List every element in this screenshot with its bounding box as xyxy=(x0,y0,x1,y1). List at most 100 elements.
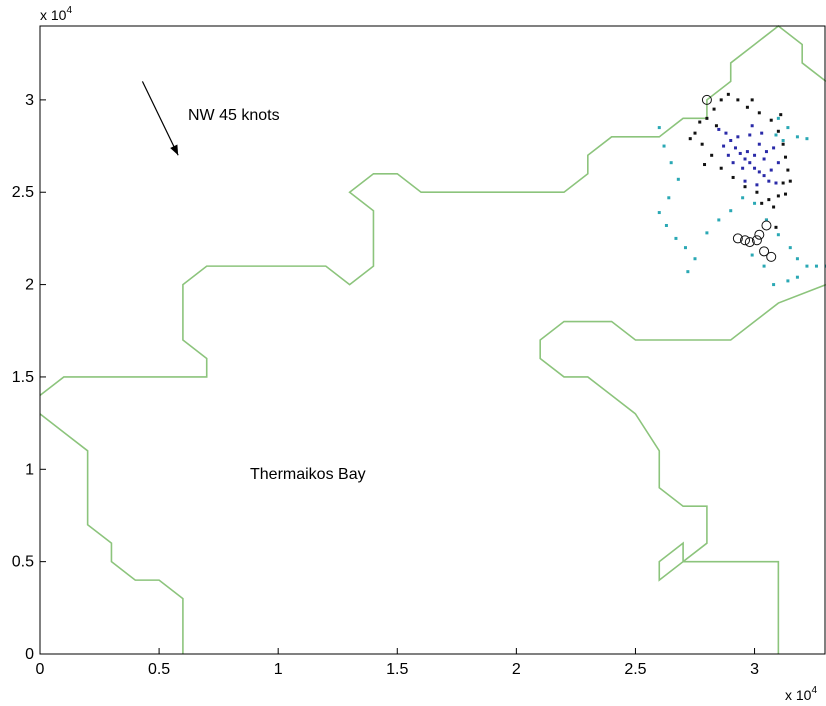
wind-arrow-layer xyxy=(141,81,179,156)
point-s1-6 xyxy=(748,161,752,165)
point-s3-13 xyxy=(717,218,721,222)
point-s2-4 xyxy=(726,92,730,96)
coastline-3 xyxy=(539,283,826,654)
coastline-2 xyxy=(39,413,184,654)
point-s2-13 xyxy=(781,181,785,185)
point-s3-26 xyxy=(772,283,776,287)
point-s1-13 xyxy=(753,153,757,157)
point-s1-27 xyxy=(776,161,780,165)
point-s1-15 xyxy=(726,153,730,157)
point-s1-8 xyxy=(757,170,761,174)
bay-annotation: Thermaikos Bay xyxy=(250,466,366,483)
point-s2-20 xyxy=(710,153,714,157)
point-s3-11 xyxy=(686,270,690,274)
point-s3-27 xyxy=(762,264,766,268)
point-s3-18 xyxy=(776,233,780,237)
point-s3-17 xyxy=(764,218,768,222)
point-s4-9 xyxy=(766,251,777,262)
x-tick-label-2: 1 xyxy=(274,661,283,678)
points-layer xyxy=(657,92,826,287)
point-s1-4 xyxy=(738,151,742,155)
point-s2-23 xyxy=(698,120,702,124)
point-s2-5 xyxy=(736,98,740,102)
point-s3-7 xyxy=(664,223,668,227)
point-s1-16 xyxy=(762,157,766,161)
point-s2-30 xyxy=(750,98,754,102)
x-tick-label-1: 0.5 xyxy=(148,661,170,678)
point-s2-26 xyxy=(772,205,776,209)
y-tick-label-2: 1 xyxy=(25,461,34,478)
point-s2-22 xyxy=(693,131,697,135)
coastline-1 xyxy=(39,24,826,397)
point-s3-10 xyxy=(693,257,697,261)
point-s1-22 xyxy=(764,150,768,154)
point-s1-18 xyxy=(774,181,778,185)
point-s1-7 xyxy=(753,166,757,170)
y-tick-label-5: 2.5 xyxy=(12,184,34,201)
point-s3-33 xyxy=(774,133,778,137)
point-s1-21 xyxy=(755,183,759,187)
point-s3-12 xyxy=(705,231,709,235)
point-s3-30 xyxy=(786,126,790,130)
point-s3-2 xyxy=(662,144,666,148)
point-s2-16 xyxy=(755,190,759,194)
point-s3-32 xyxy=(805,137,809,141)
point-s2-28 xyxy=(788,179,792,183)
y-tick-label-1: 0.5 xyxy=(12,554,34,571)
x-tick-label-3: 1.5 xyxy=(386,661,408,678)
point-s1-14 xyxy=(741,166,745,170)
point-s1-12 xyxy=(748,133,752,137)
point-s2-12 xyxy=(786,168,790,172)
point-s1-5 xyxy=(743,157,747,161)
point-s2-29 xyxy=(779,113,783,117)
point-s1-20 xyxy=(745,150,749,154)
point-s1-24 xyxy=(750,124,754,128)
point-s3-20 xyxy=(795,257,799,261)
point-s1-25 xyxy=(760,131,764,135)
point-s3-28 xyxy=(750,253,754,257)
point-s3-8 xyxy=(674,236,678,240)
point-s3-19 xyxy=(788,246,792,250)
point-s4-4 xyxy=(744,237,755,248)
point-s2-27 xyxy=(784,192,788,196)
point-s2-2 xyxy=(712,107,716,111)
point-s3-24 xyxy=(795,275,799,279)
y-tick-label-6: 3 xyxy=(25,92,34,109)
y-axis-multiplier: x 104 xyxy=(40,5,72,23)
point-s3-21 xyxy=(805,264,809,268)
x-axis-multiplier: x 104 xyxy=(785,685,817,703)
point-s4-3 xyxy=(740,235,751,246)
x-tick-label-6: 3 xyxy=(750,661,759,678)
point-s3-25 xyxy=(786,279,790,283)
point-s2-1 xyxy=(705,116,709,120)
axes-frame xyxy=(39,25,826,655)
point-s2-21 xyxy=(700,142,704,146)
point-s1-29 xyxy=(722,144,726,148)
point-s2-25 xyxy=(760,201,764,205)
y-tick-label-4: 2 xyxy=(25,277,34,294)
point-s3-5 xyxy=(667,196,671,200)
point-s1-23 xyxy=(717,127,721,131)
point-s3-15 xyxy=(741,196,745,200)
point-s4-7 xyxy=(761,220,772,231)
point-s2-9 xyxy=(776,129,780,133)
wind-annotation: NW 45 knots xyxy=(188,107,280,124)
point-s2-15 xyxy=(767,198,771,202)
point-s2-3 xyxy=(719,98,723,102)
point-s1-11 xyxy=(757,142,761,146)
point-s4-6 xyxy=(754,229,765,240)
point-s1-30 xyxy=(743,179,747,183)
point-s2-8 xyxy=(769,118,773,122)
point-s3-1 xyxy=(657,126,661,130)
point-s2-11 xyxy=(784,155,788,159)
point-s3-16 xyxy=(753,201,757,205)
point-s3-9 xyxy=(683,246,687,250)
point-s4-8 xyxy=(759,246,770,257)
point-s2-34 xyxy=(703,163,707,167)
point-s3-29 xyxy=(776,116,780,120)
point-s2-10 xyxy=(781,142,785,146)
point-s2-24 xyxy=(714,124,718,128)
point-s1-3 xyxy=(733,146,737,150)
